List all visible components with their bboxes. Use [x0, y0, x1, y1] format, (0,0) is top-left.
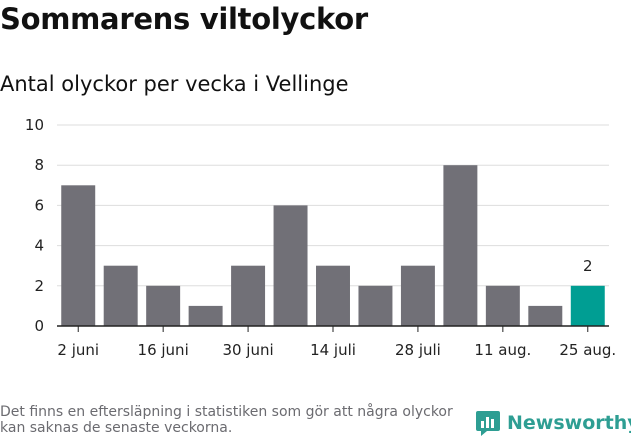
bar [231, 265, 266, 326]
y-tick-label: 4 [34, 237, 44, 255]
data-label: 2 [583, 257, 593, 275]
x-tick-label: 28 juli [395, 341, 441, 359]
bar [358, 285, 393, 326]
bar [273, 205, 308, 326]
bar [443, 165, 478, 326]
x-tick-label: 30 juni [222, 341, 273, 359]
bar-chart: 0 2 4 6 8 10 2 juni 16 juni 30 juni 14 juli 28 ju… [25, 116, 616, 359]
bar [528, 305, 563, 326]
y-tick-label: 8 [34, 156, 44, 174]
x-tick-label: 16 juni [138, 341, 189, 359]
brand-name: Newsworthy [507, 412, 631, 434]
x-tick-label: 11 aug. [474, 341, 531, 359]
y-axis: 0 2 4 6 8 10 [25, 116, 44, 335]
y-tick-label: 6 [34, 196, 44, 214]
bar [103, 265, 138, 326]
x-axis: 2 juni 16 juni 30 juni 14 juli 28 juli 11 aug… [57, 325, 616, 359]
newsworthy-icon [476, 411, 500, 436]
chart-subtitle: Antal olyckor per vecka i Vellinge [0, 72, 349, 96]
bar [61, 185, 96, 326]
gridlines [57, 124, 609, 287]
x-tick-label: 2 juni [57, 341, 99, 359]
bar [570, 285, 605, 326]
y-tick-label: 10 [25, 116, 44, 134]
bar [188, 305, 223, 326]
footnote: Det finns en eftersläpning i statistiken… [0, 404, 453, 436]
bar [485, 285, 520, 326]
chart-title: Sommarens viltolyckor [0, 2, 368, 36]
bar [400, 265, 435, 326]
data-labels: 2 [583, 257, 593, 275]
bar [316, 265, 350, 326]
x-tick-label: 25 aug. [559, 341, 616, 359]
newsworthy-logo: Newsworthy [475, 408, 631, 438]
y-tick-label: 2 [34, 277, 44, 295]
x-tick-label: 14 juli [310, 341, 356, 359]
bar [146, 285, 181, 326]
y-tick-label: 0 [34, 317, 44, 335]
bars [61, 165, 605, 326]
